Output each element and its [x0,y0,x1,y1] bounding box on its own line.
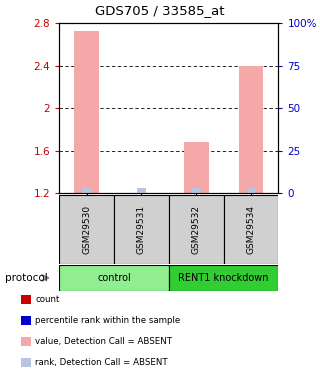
Text: control: control [97,273,131,283]
Bar [192,188,201,194]
Bar [74,32,99,194]
Text: percentile rank within the sample: percentile rank within the sample [35,316,180,325]
Bar [59,265,169,291]
Text: GSM29530: GSM29530 [82,205,91,254]
Bar [114,195,169,264]
Text: rank, Detection Call = ABSENT: rank, Detection Call = ABSENT [35,358,168,367]
Bar [224,195,278,264]
Bar [239,66,263,194]
Bar [82,188,91,194]
Text: count: count [35,295,60,304]
Text: GDS705 / 33585_at: GDS705 / 33585_at [95,4,225,17]
Text: GSM29532: GSM29532 [192,205,201,254]
Bar [247,188,255,194]
Text: RENT1 knockdown: RENT1 knockdown [178,273,269,283]
Text: GSM29534: GSM29534 [246,205,255,254]
Text: protocol: protocol [5,273,48,283]
Bar [184,142,209,194]
Bar [169,195,224,264]
Bar [169,265,278,291]
Text: value, Detection Call = ABSENT: value, Detection Call = ABSENT [35,337,172,346]
Text: GSM29531: GSM29531 [137,205,146,254]
Bar [137,188,146,194]
Bar [59,195,114,264]
